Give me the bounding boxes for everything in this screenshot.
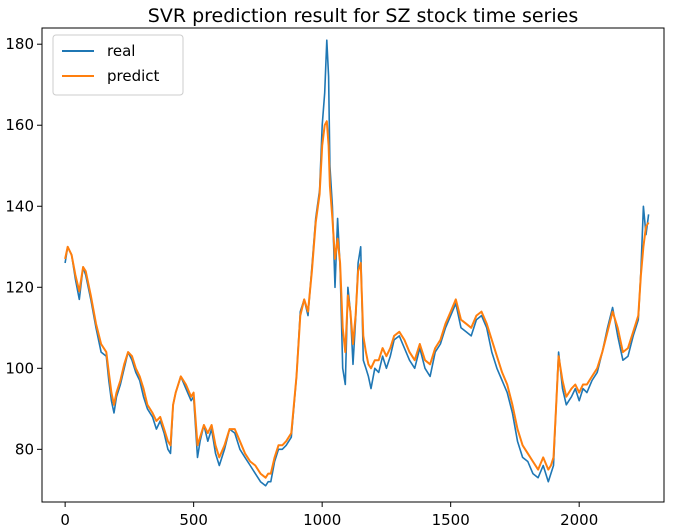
x-tick-label: 2000 xyxy=(560,511,598,529)
x-tick-label: 0 xyxy=(60,511,70,529)
chart-title: SVR prediction result for SZ stock time … xyxy=(148,5,578,27)
legend: real predict xyxy=(52,34,184,96)
series-line-real xyxy=(64,39,650,487)
y-tick-label: 80 xyxy=(15,440,34,458)
y-tick-label: 120 xyxy=(5,278,34,296)
legend-label-predict: predict xyxy=(107,67,160,85)
x-tick-label: 500 xyxy=(179,511,208,529)
x-tick-label: 1500 xyxy=(432,511,470,529)
legend-label-real: real xyxy=(107,42,135,60)
y-tick-label: 100 xyxy=(5,359,34,377)
series-line-predict xyxy=(64,120,650,479)
y-tick-label: 180 xyxy=(5,35,34,53)
axes-layer: 0 500 1000 1500 2000 80 100 120 140 160 180 xyxy=(5,35,598,529)
y-tick-label: 160 xyxy=(5,116,34,134)
series-layer xyxy=(64,39,650,487)
x-tick-label: 1000 xyxy=(303,511,341,529)
plot-frame xyxy=(41,27,665,503)
y-tick-label: 140 xyxy=(5,197,34,215)
